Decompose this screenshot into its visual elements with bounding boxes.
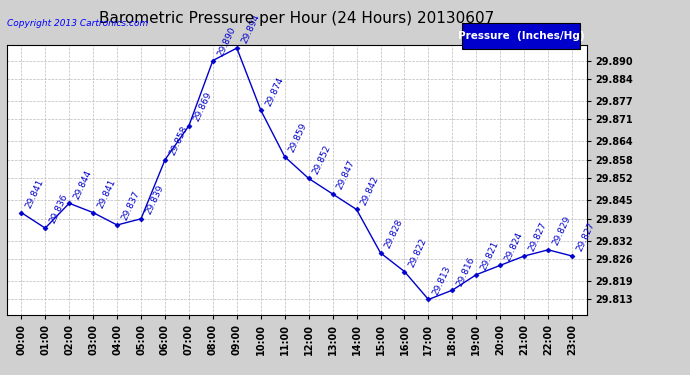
Text: 29.844: 29.844 <box>72 168 93 201</box>
Text: 29.821: 29.821 <box>479 240 500 272</box>
Text: 29.894: 29.894 <box>239 13 261 45</box>
Text: Barometric Pressure per Hour (24 Hours) 20130607: Barometric Pressure per Hour (24 Hours) … <box>99 11 494 26</box>
Text: 29.822: 29.822 <box>407 237 428 269</box>
Text: 29.847: 29.847 <box>335 159 357 191</box>
Text: 29.841: 29.841 <box>96 178 117 210</box>
Text: 29.836: 29.836 <box>48 193 70 225</box>
Text: 29.827: 29.827 <box>575 221 596 253</box>
Text: 29.874: 29.874 <box>264 75 285 107</box>
Text: 29.841: 29.841 <box>24 178 46 210</box>
Text: 29.859: 29.859 <box>288 122 309 154</box>
Text: Pressure  (Inches/Hg): Pressure (Inches/Hg) <box>457 31 584 40</box>
Text: 29.829: 29.829 <box>551 215 573 247</box>
Text: 29.827: 29.827 <box>527 221 549 253</box>
Text: 29.828: 29.828 <box>384 218 405 250</box>
Text: 29.858: 29.858 <box>168 125 189 157</box>
Text: 29.837: 29.837 <box>120 190 141 222</box>
Text: 29.890: 29.890 <box>216 26 237 58</box>
Text: 29.842: 29.842 <box>359 175 381 207</box>
Text: 29.839: 29.839 <box>144 184 166 216</box>
Text: 29.824: 29.824 <box>503 231 524 262</box>
Text: Copyright 2013 Cartronics.com: Copyright 2013 Cartronics.com <box>7 19 148 28</box>
Text: 29.869: 29.869 <box>192 90 213 123</box>
Text: 29.852: 29.852 <box>311 143 333 176</box>
Text: 29.813: 29.813 <box>431 264 453 297</box>
Text: 29.816: 29.816 <box>455 255 477 287</box>
